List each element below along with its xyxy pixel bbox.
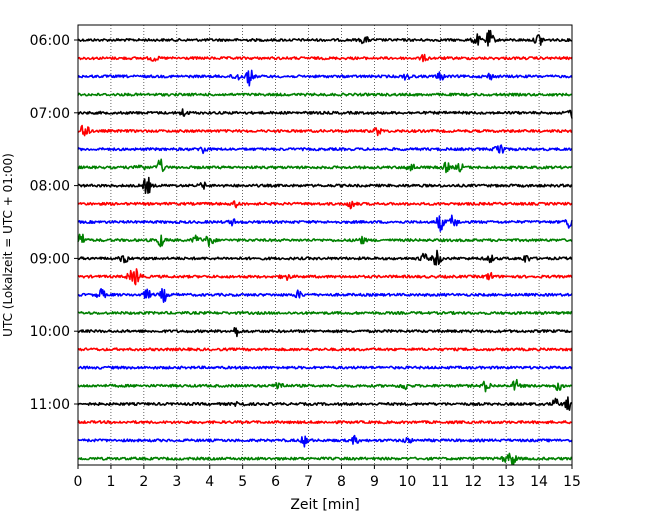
y-tick-label: 11:00 <box>30 397 70 413</box>
y-tick-label: 10:00 <box>30 324 70 340</box>
plot-frame <box>77 24 573 466</box>
trace-0615 <box>77 53 573 63</box>
x-axis: 0 1 2 3 4 5 6 7 8 9 10 11 12 13 14 15 <box>74 465 581 490</box>
x-tick-label: 13 <box>497 474 515 490</box>
trace-0745 <box>77 158 573 174</box>
y-tick-label: 09:00 <box>30 251 70 267</box>
y-axis: 06:00 07:00 08:00 09:00 10:00 11:00 <box>30 33 78 413</box>
trace-1100 <box>77 396 573 411</box>
trace-0800 <box>77 176 573 194</box>
trace-0730 <box>77 144 573 155</box>
x-tick-label: 14 <box>530 474 548 490</box>
trace-1000 <box>77 327 573 338</box>
x-tick-label: 3 <box>172 474 181 490</box>
y-tick-label: 06:00 <box>30 33 70 49</box>
trace-0930 <box>77 288 573 303</box>
x-tick-label: 1 <box>106 474 115 490</box>
trace-0700 <box>77 108 573 119</box>
y-tick-label: 08:00 <box>30 179 70 195</box>
x-tick-label: 11 <box>431 474 449 490</box>
trace-0630 <box>77 69 573 87</box>
trace-0915 <box>77 268 573 286</box>
vertical-grid-lines <box>110 25 540 465</box>
trace-1115 <box>77 420 573 425</box>
x-tick-label: 7 <box>304 474 313 490</box>
x-axis-label: Zeit [min] <box>290 497 359 513</box>
y-tick-label: 07:00 <box>30 106 70 122</box>
x-tick-label: 6 <box>271 474 280 490</box>
x-tick-label: 4 <box>205 474 214 490</box>
trace-0815 <box>77 200 573 210</box>
trace-1045 <box>77 378 573 393</box>
trace-0645 <box>77 92 573 97</box>
trace-1015 <box>77 347 573 352</box>
y-axis-label: UTC (Lokalzeit = UTC + 01:00) <box>1 153 15 337</box>
x-tick-label: 9 <box>370 474 379 490</box>
x-tick-label: 5 <box>238 474 247 490</box>
trace-1030 <box>77 365 573 370</box>
trace-1130 <box>78 434 573 448</box>
x-tick-label: 0 <box>74 474 83 490</box>
trace-group <box>77 29 573 466</box>
x-tick-label: 2 <box>139 474 148 490</box>
trace-0945 <box>77 310 573 316</box>
trace-0845 <box>77 233 573 248</box>
trace-0830 <box>77 214 573 232</box>
trace-0900 <box>77 249 573 266</box>
x-tick-label: 8 <box>337 474 346 490</box>
trace-1145 <box>77 452 573 466</box>
trace-0715 <box>77 124 573 137</box>
x-tick-label: 10 <box>398 474 416 490</box>
x-tick-label: 12 <box>464 474 482 490</box>
trace-0600 <box>77 29 573 47</box>
x-tick-label: 15 <box>563 474 581 490</box>
